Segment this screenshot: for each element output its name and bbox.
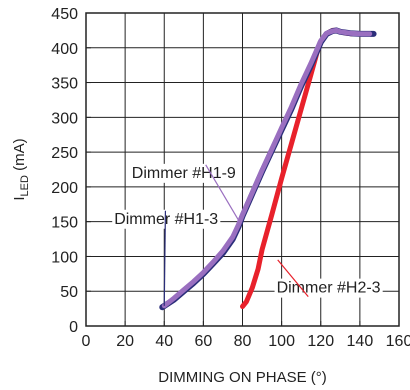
x-tick-label: 80 [234,333,252,350]
annotation-leader-line [277,259,309,297]
annotation-background [129,163,238,183]
y-tick-label: 100 [51,249,78,266]
plot-frame [85,12,400,327]
series-line-dimmer-h1-9 [161,27,373,309]
x-tick-label: 140 [347,333,374,350]
y-tick-label: 400 [51,41,78,58]
series-layer [159,27,377,311]
annotation-label: Dimmer #H1-9 [132,165,236,182]
x-tick-label: 20 [116,333,134,350]
x-axis-label: DIMMING ON PHASE (°) [158,369,327,386]
x-tick-label: 100 [268,333,295,350]
y-axis-label-tail: (mA) [11,138,28,175]
x-tick-label: 40 [155,333,173,350]
x-tick-label: 160 [386,333,410,350]
series-line-dimmer-h2-3 [240,27,355,309]
y-tick-label: 350 [51,76,78,93]
y-tick-label: 200 [51,180,78,197]
y-tick-label: 300 [51,110,78,127]
annotation-label: Dimmer #H2-3 [277,280,381,297]
annotation-background [274,278,383,298]
annotation-background [112,209,221,229]
annotations: Dimmer #H1-9 Dimmer #H1-3 Dimmer #H2-3 [112,163,383,306]
y-tick-label: 0 [69,319,78,336]
y-axis-label: ILED (mA) [11,138,31,200]
x-tick-label: 120 [307,333,334,350]
annotation-leader-line [205,164,240,221]
x-tick-label: 0 [82,333,91,350]
y-tick-label: 150 [51,215,78,232]
y-tick-label: 250 [51,145,78,162]
tick-labels: 0 20 40 60 80 100 120 140 160 0 50 100 150 200 250 300 3… [51,6,410,350]
y-tick-label: 450 [51,6,78,23]
x-tick-label: 60 [194,333,212,350]
y-axis-label-sub: LED [19,175,31,196]
y-tick-label: 50 [60,284,78,301]
annotation-leader-line [163,210,167,306]
y-axis-label-main: I [11,196,28,200]
annotation-label: Dimmer #H1-3 [114,211,218,228]
